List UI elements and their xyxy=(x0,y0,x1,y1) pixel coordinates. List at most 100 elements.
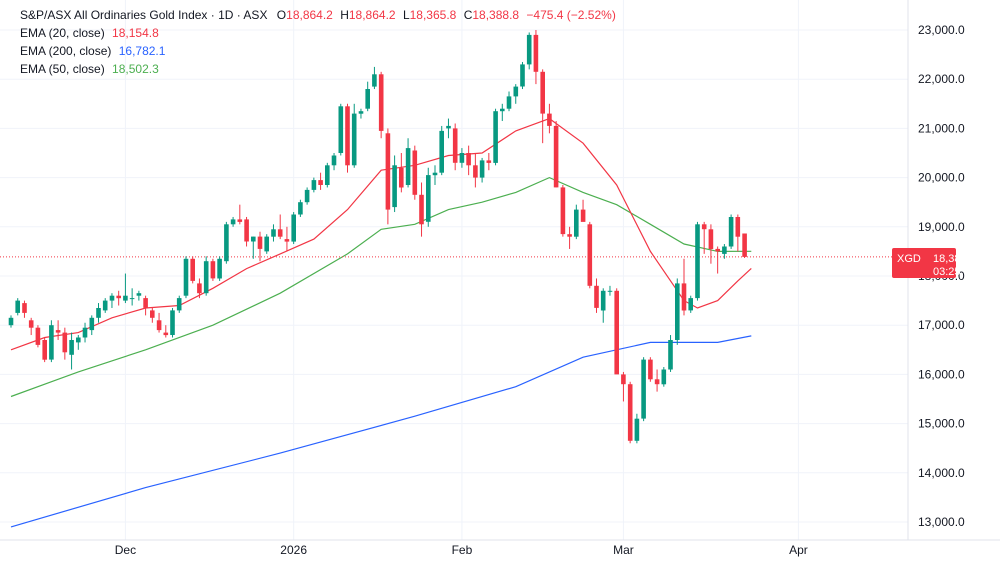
y-tick-label: 13,000.0 xyxy=(918,515,965,529)
candle-body xyxy=(96,308,101,318)
candle xyxy=(15,298,20,316)
candle xyxy=(116,290,121,306)
price-tag-countdown: 03:25:18 xyxy=(933,266,976,278)
candle xyxy=(49,320,54,363)
candle-body xyxy=(607,290,613,292)
candle xyxy=(695,221,700,301)
y-tick-label: 15,000.0 xyxy=(918,417,965,431)
candle-body xyxy=(351,113,357,166)
candle-body xyxy=(675,283,680,340)
candle xyxy=(520,61,525,90)
candle xyxy=(446,118,451,139)
candle-body xyxy=(55,330,61,333)
candle-body xyxy=(688,298,693,311)
candle xyxy=(681,258,687,316)
candle xyxy=(540,69,545,144)
candle xyxy=(28,317,34,336)
ema20-line xyxy=(10,117,752,351)
x-tick-label: 2026 xyxy=(280,543,307,557)
candle xyxy=(325,162,330,188)
candle xyxy=(452,123,458,171)
candle-body xyxy=(634,418,640,441)
ema-layer xyxy=(10,117,752,528)
candle-body xyxy=(560,187,566,235)
candle xyxy=(82,322,88,343)
candle xyxy=(728,214,734,249)
candle xyxy=(331,153,337,171)
candle-body xyxy=(217,258,222,279)
candle xyxy=(143,295,148,316)
candle xyxy=(648,357,653,382)
candle xyxy=(150,307,155,323)
candle xyxy=(668,335,673,372)
candle-body xyxy=(641,359,646,419)
candle-body xyxy=(654,379,660,385)
candle xyxy=(89,315,95,336)
candle xyxy=(493,108,498,166)
candle xyxy=(506,91,512,112)
candle-body xyxy=(163,332,169,336)
price-axis[interactable]: 13,000.0 14,000.0 15,000.0 16,000.0 17,000.0… xyxy=(918,23,965,529)
candle-body xyxy=(378,74,384,131)
candle xyxy=(533,30,539,85)
candle-body xyxy=(580,209,586,222)
candle-layer xyxy=(8,30,747,444)
candle xyxy=(708,224,714,264)
candle-body xyxy=(358,111,364,114)
candle xyxy=(742,233,747,259)
candle xyxy=(715,246,720,274)
candle xyxy=(190,256,195,284)
candle xyxy=(567,226,572,249)
candle xyxy=(392,155,397,213)
candle-body xyxy=(708,229,714,249)
candle xyxy=(600,288,606,323)
candle-body xyxy=(567,234,572,237)
candle-body xyxy=(203,261,209,294)
candle xyxy=(607,285,613,296)
candle xyxy=(197,278,202,299)
candle-body xyxy=(621,374,626,385)
candle xyxy=(621,371,626,402)
candle-body xyxy=(291,214,296,242)
candle-body xyxy=(439,130,444,173)
candle-body xyxy=(325,165,330,185)
candle-body xyxy=(547,113,552,126)
candle-body xyxy=(419,194,424,225)
candle-body xyxy=(661,369,667,385)
candle xyxy=(574,204,579,240)
candle xyxy=(345,103,350,173)
candle-body xyxy=(452,128,458,163)
candle xyxy=(22,300,27,318)
y-tick-label: 20,000.0 xyxy=(918,171,965,185)
candle xyxy=(76,335,81,350)
y-tick-label: 16,000.0 xyxy=(918,367,965,381)
candle xyxy=(136,290,142,301)
candle-body xyxy=(540,71,545,114)
candle xyxy=(102,298,108,313)
candle-body xyxy=(35,327,41,345)
candle-body xyxy=(506,96,512,109)
candle-body xyxy=(600,290,606,311)
candle-body xyxy=(224,224,229,262)
price-tag-background xyxy=(892,248,956,278)
candle xyxy=(318,172,323,190)
candle-body xyxy=(385,133,391,210)
candle-body xyxy=(331,155,337,166)
candle-body xyxy=(69,340,74,355)
candle xyxy=(257,231,263,262)
candle xyxy=(378,71,384,139)
candle xyxy=(580,199,586,222)
candle xyxy=(526,32,532,70)
candle-body xyxy=(190,258,195,281)
candle xyxy=(473,153,478,188)
candle-body xyxy=(432,172,438,176)
x-tick-label: Mar xyxy=(613,543,634,557)
candle-body xyxy=(129,298,135,300)
candle xyxy=(459,148,465,168)
candle-body xyxy=(627,384,633,441)
candle-body xyxy=(304,189,310,203)
candle-body xyxy=(701,224,707,230)
time-axis[interactable]: Dec 2026 Feb Mar Apr xyxy=(115,543,808,557)
